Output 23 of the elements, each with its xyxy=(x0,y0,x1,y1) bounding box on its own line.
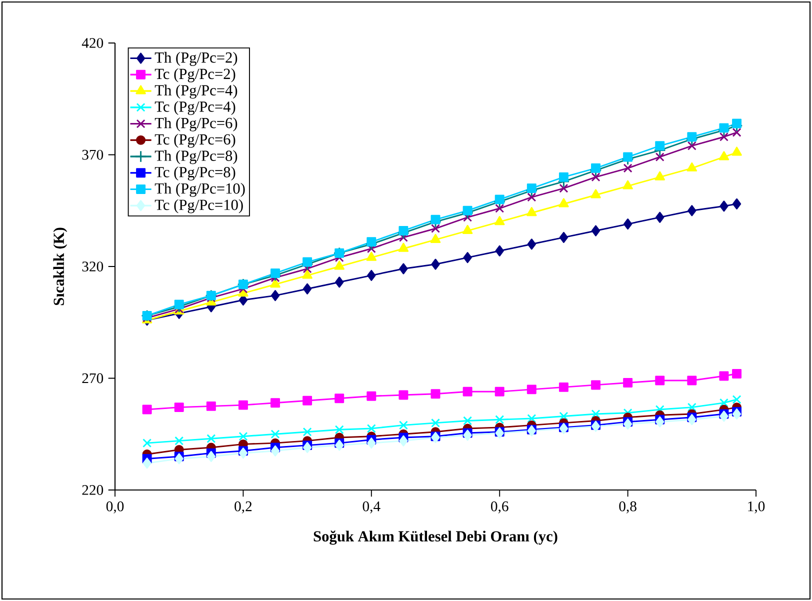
y-tick-label: 320 xyxy=(82,262,104,272)
y-tick-label: 270 xyxy=(82,373,104,384)
x-axis-title: Soğuk Akım Kütlesel Debi Oranı (yc) xyxy=(314,530,558,545)
legend-label: Th (Pg/Pc=2) xyxy=(154,52,238,66)
y-tick-label: 220 xyxy=(82,485,104,495)
x-tick-label: 0,2 xyxy=(234,501,252,514)
legend-label: Tc (Pg/Pc=8) xyxy=(154,166,236,180)
legend-label: Tc (Pg/Pc=6) xyxy=(154,134,236,148)
x-tick-label: 1,0 xyxy=(748,501,765,514)
x-tick-label: 0,4 xyxy=(362,501,380,514)
legend-label: Th (Pg/Pc=4) xyxy=(154,84,238,99)
x-tick-label: 0,0 xyxy=(106,501,124,514)
x-tick-label: 0,8 xyxy=(619,501,636,514)
legend-label: Th (Pg/Pc=8) xyxy=(154,150,238,164)
legend-label: Tc (Pg/Pc=4) xyxy=(154,101,236,115)
legend-label: Th (Pg/Pc=10) xyxy=(154,182,245,197)
y-tick-label: 370 xyxy=(82,150,104,160)
legend-label: Th (Pg/Pc=6) xyxy=(154,117,238,132)
x-tick-label: 0,6 xyxy=(491,501,508,514)
legend-label: Tc (Pg/Pc=2) xyxy=(154,68,236,82)
y-axis-title: Sıcaklık (K) xyxy=(53,228,68,306)
y-tick-label: 420 xyxy=(82,38,104,48)
legend-label: Tc (Pg/Pc=10) xyxy=(154,199,243,214)
